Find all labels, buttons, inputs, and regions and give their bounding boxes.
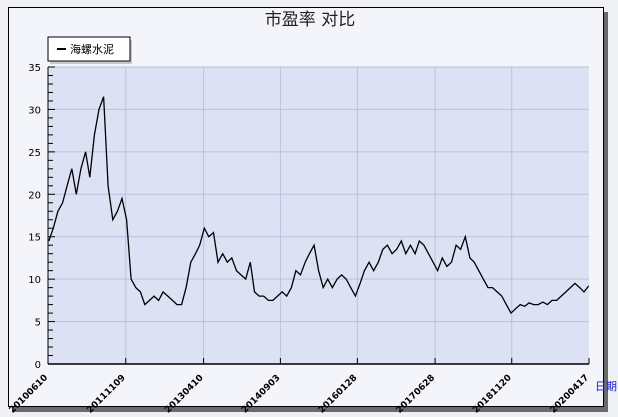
y-tick-label: 0: [35, 360, 41, 371]
x-tick-label: 20130410: [163, 373, 206, 416]
y-tick-label: 35: [28, 63, 41, 74]
x-tick-label: 20100610: [8, 373, 51, 416]
x-axis: 20100610 20111109 20130410 20140903 20160128…: [8, 358, 592, 416]
y-axis: 0 5 10 15 20 25 30 35: [28, 63, 55, 371]
legend-label: 海螺水泥: [70, 42, 114, 56]
x-axis-label: 日期: [595, 380, 617, 393]
x-tick-label: 20200417: [549, 373, 592, 416]
x-tick-label: 20170628: [395, 373, 438, 416]
y-tick-label: 20: [28, 190, 41, 201]
y-tick-label: 5: [35, 318, 41, 329]
x-tick-label: 20111109: [85, 373, 128, 416]
chart-title: 市盈率 对比: [265, 10, 355, 30]
y-tick-label: 25: [28, 148, 41, 159]
y-tick-label: 10: [28, 275, 41, 286]
y-tick-label: 15: [28, 233, 41, 244]
x-tick-label: 20181120: [471, 373, 514, 416]
grid: [48, 66, 589, 364]
legend: 海螺水泥: [47, 36, 132, 64]
x-tick-label: 20140903: [240, 373, 283, 416]
x-tick-label: 20160128: [317, 373, 360, 416]
y-tick-label: 30: [28, 105, 41, 116]
series-line-haluo-cement: [48, 96, 590, 315]
plot-area: [48, 67, 589, 364]
